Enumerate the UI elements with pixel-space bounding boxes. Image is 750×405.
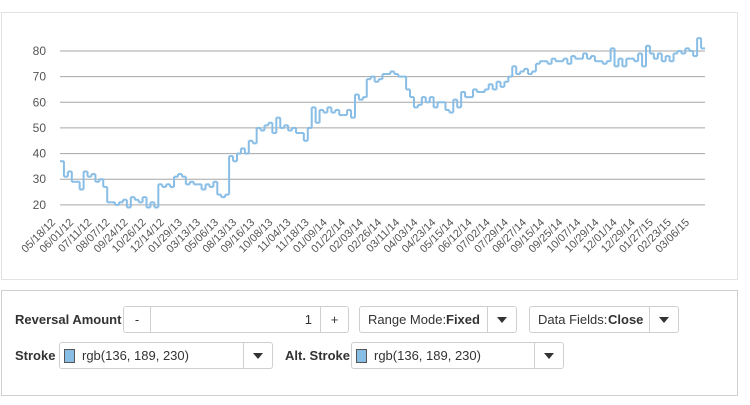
data-fields-prefix: Data Fields:: [538, 312, 608, 327]
reversal-amount-label: Reversal Amount: [15, 312, 122, 327]
alt-stroke-color-dropdown[interactable]: rgb(136, 189, 230): [351, 342, 564, 369]
y-tick-label: 60: [33, 95, 47, 109]
alt-stroke-dropdown-button[interactable]: [534, 343, 563, 368]
y-tick-label: 50: [33, 121, 47, 135]
kagi-chart: 20 30 40 50 60 70 80 05/18/1206/01/1207/11/120…: [19, 37, 705, 256]
y-tick-label: 70: [33, 70, 47, 84]
chevron-down-icon: [497, 317, 507, 323]
stroke-label: Stroke: [15, 348, 56, 363]
alt-stroke-color-value: rgb(136, 189, 230): [374, 348, 481, 363]
x-axis: 05/18/1206/01/1207/11/1208/07/1209/24/12…: [19, 217, 692, 256]
reversal-amount-stepper: - 1 +: [123, 306, 349, 333]
chart-panel: 20 30 40 50 60 70 80 05/18/12 06/01/12 07/11/12 0…: [1, 12, 738, 280]
reversal-amount-input[interactable]: 1: [304, 312, 312, 327]
y-tick-label: 80: [33, 44, 47, 58]
y-tick-label: 20: [33, 198, 47, 212]
data-fields-dropdown[interactable]: Data Fields: Close: [529, 306, 679, 333]
stroke-color-value: rgb(136, 189, 230): [82, 348, 189, 363]
stroke-color-swatch: [64, 349, 75, 363]
chevron-down-icon: [253, 353, 263, 359]
chevron-down-icon: [544, 353, 554, 359]
data-fields-dropdown-button[interactable]: [649, 307, 678, 332]
controls-panel: Reversal Amount - 1 + Range Mode: Fixed …: [1, 290, 738, 396]
reversal-increment-button[interactable]: +: [320, 307, 348, 332]
chevron-down-icon: [659, 317, 669, 323]
data-fields-value: Close: [608, 312, 644, 327]
range-mode-dropdown[interactable]: Range Mode: Fixed: [359, 306, 517, 333]
y-tick-label: 40: [33, 147, 47, 161]
chart-series: [60, 37, 705, 209]
reversal-decrement-button[interactable]: -: [124, 307, 151, 332]
range-mode-value: Fixed: [446, 312, 480, 327]
alt-stroke-color-swatch: [356, 349, 367, 363]
y-axis: 20 30 40 50 60 70 80: [33, 44, 47, 212]
y-tick-label: 30: [33, 172, 47, 186]
range-mode-dropdown-button[interactable]: [487, 307, 516, 332]
stroke-color-dropdown[interactable]: rgb(136, 189, 230): [59, 342, 273, 369]
stroke-dropdown-button[interactable]: [243, 343, 272, 368]
alt-stroke-label: Alt. Stroke: [285, 348, 351, 363]
range-mode-prefix: Range Mode:: [368, 312, 447, 327]
